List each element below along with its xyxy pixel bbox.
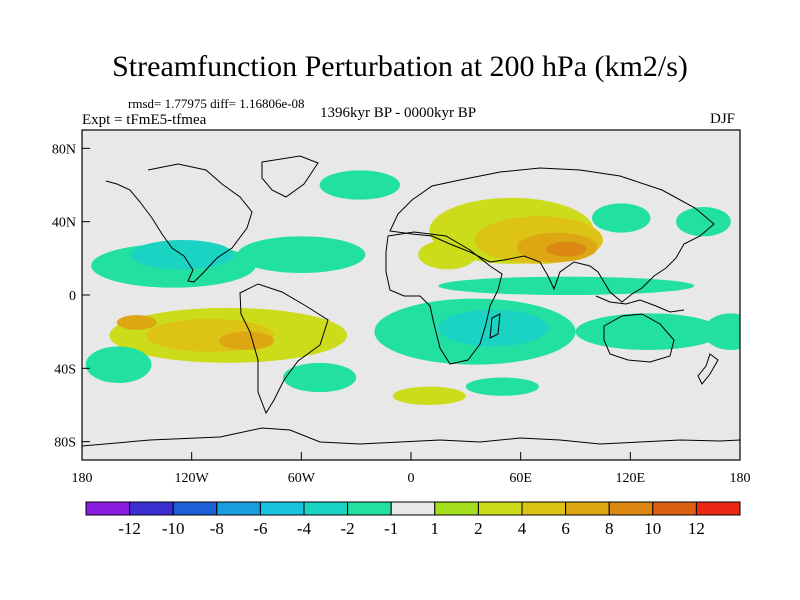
y-tick-label-0: 80N xyxy=(52,142,76,157)
coast-south-america xyxy=(239,283,329,415)
colorbar-box-10 xyxy=(521,501,567,516)
period-label: 1396kyr BP - 0000kyr BP xyxy=(320,105,477,121)
colorbar-label-12: 10 xyxy=(644,519,661,538)
coast-greenland xyxy=(261,155,319,198)
colorbar-box-4 xyxy=(259,501,305,516)
colorbar-label-5: -2 xyxy=(341,519,355,538)
colorbar-label-13: 12 xyxy=(688,519,705,538)
colorbar-label-6: -1 xyxy=(384,519,398,538)
colorbar: -12 -10 -8 -6 -4 -2 -1 1 2 4 6 8 10 12 xyxy=(85,501,741,538)
colorbar-box-7 xyxy=(390,501,436,516)
colorbar-label-11: 8 xyxy=(605,519,614,538)
y-axis: 80N 40N 0 40S 80S xyxy=(52,142,90,451)
colorbar-label-0: -12 xyxy=(118,519,141,538)
anomaly-3 xyxy=(319,170,401,200)
x-axis: 180 120W 60W 0 60E 120E 180 xyxy=(72,452,751,486)
coast-maritime-continent xyxy=(595,295,685,313)
colorbar-label-8: 2 xyxy=(474,519,483,538)
anomaly-23 xyxy=(465,377,539,396)
anomaly-14 xyxy=(219,331,274,351)
colorbar-box-2 xyxy=(172,501,218,516)
colorbar-box-6 xyxy=(347,501,392,516)
anomaly-10 xyxy=(591,203,651,233)
anomaly-8 xyxy=(418,240,477,270)
anomaly-15 xyxy=(116,315,157,330)
x-tick-label-6: 180 xyxy=(730,471,751,486)
chart-title: Streamfunction Perturbation at 200 hPa (… xyxy=(112,50,688,83)
coastlines xyxy=(82,155,740,447)
anomaly-22 xyxy=(392,386,466,406)
y-tick-label-2: 0 xyxy=(69,289,76,304)
coast-europe-asia xyxy=(389,167,715,303)
colorbar-box-1 xyxy=(129,501,174,516)
colorbar-box-13 xyxy=(652,501,697,516)
y-tick-label-3: 40S xyxy=(54,362,76,377)
colorbar-box-3 xyxy=(216,501,261,516)
stats-label: rmsd= 1.77975 diff= 1.16806e-08 xyxy=(128,96,305,111)
colorbar-label-9: 4 xyxy=(518,519,527,538)
x-tick-label-3: 0 xyxy=(408,471,415,486)
x-tick-label-4: 60E xyxy=(509,471,532,486)
x-tick-label-5: 120E xyxy=(616,471,646,486)
colorbar-label-7: 1 xyxy=(431,519,440,538)
anomaly-9 xyxy=(438,276,695,296)
colorbar-box-14 xyxy=(695,501,741,516)
anomaly-20 xyxy=(575,313,722,350)
colorbar-label-10: 6 xyxy=(561,519,570,538)
anomaly-16 xyxy=(85,346,152,383)
colorbar-box-9 xyxy=(477,501,523,516)
x-tick-label-1: 120W xyxy=(175,471,210,486)
coast-madagascar xyxy=(489,313,501,339)
anomaly-2 xyxy=(237,236,366,273)
colorbar-label-4: -4 xyxy=(297,519,312,538)
y-tick-label-4: 80S xyxy=(54,436,76,451)
colorbar-label-1: -10 xyxy=(162,519,185,538)
coast-north-america xyxy=(105,163,253,283)
colorbar-box-8 xyxy=(434,501,479,516)
anomaly-7 xyxy=(546,241,587,257)
x-tick-label-2: 60W xyxy=(288,471,316,486)
season-label: DJF xyxy=(710,111,736,127)
y-tick-label-1: 40N xyxy=(52,216,76,231)
coast-australia xyxy=(603,313,675,363)
experiment-label: Expt = tFmE5-tfmea xyxy=(82,112,207,128)
coast-antarctica xyxy=(82,427,740,447)
x-tick-label-0: 180 xyxy=(72,471,93,486)
colorbar-label-3: -6 xyxy=(253,519,267,538)
anomaly-17 xyxy=(283,362,357,393)
anomaly-19 xyxy=(438,309,549,347)
colorbar-box-12 xyxy=(608,501,654,516)
coast-new-zealand xyxy=(697,353,719,385)
map-background xyxy=(82,130,740,460)
colorbar-label-2: -8 xyxy=(210,519,224,538)
anomaly-21 xyxy=(703,313,740,350)
colorbar-box-5 xyxy=(303,501,349,516)
anomaly-11 xyxy=(676,207,731,237)
colorbar-box-0 xyxy=(85,501,131,516)
colorbar-box-11 xyxy=(565,501,610,516)
coast-africa xyxy=(385,231,503,365)
anomaly-layer xyxy=(85,170,740,406)
